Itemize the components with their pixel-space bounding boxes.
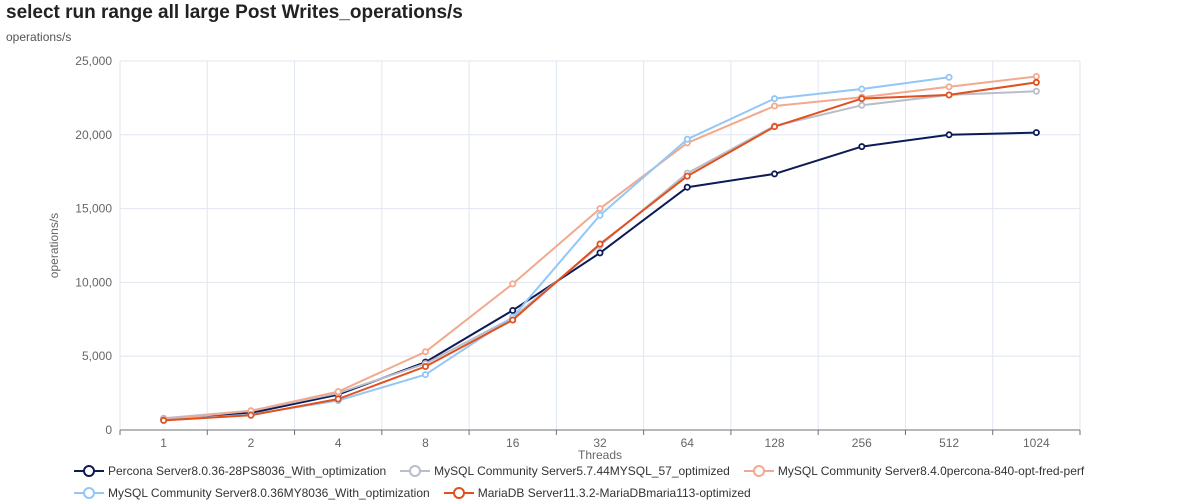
- y-tick-label: 0: [105, 423, 112, 437]
- data-point[interactable]: [858, 85, 866, 93]
- x-tick-label: 128: [765, 436, 785, 450]
- data-point[interactable]: [596, 249, 604, 257]
- legend-item[interactable]: MySQL Community Server5.7.44MYSQL_57_opt…: [400, 460, 730, 482]
- legend-line-icon: [74, 465, 104, 477]
- y-tick-label: 20,000: [75, 128, 112, 142]
- line-chart: 0 5,000 10,000 15,000 20,000 25,000 1 2 4 8 16 32 64…: [47, 54, 1081, 460]
- x-axis-label: Threads: [578, 448, 622, 460]
- x-tick-label: 16: [506, 436, 520, 450]
- legend-line-icon: [743, 465, 774, 477]
- legend-line-icon: [74, 487, 104, 499]
- data-point[interactable]: [858, 101, 866, 109]
- x-tick-label: 4: [335, 436, 342, 450]
- x-tick-label: 64: [681, 436, 695, 450]
- data-point[interactable]: [1032, 78, 1040, 86]
- x-tick-label: 8: [422, 436, 429, 450]
- data-point[interactable]: [945, 73, 953, 81]
- data-point[interactable]: [771, 170, 779, 178]
- y-tick-label: 15,000: [75, 202, 112, 216]
- legend-item[interactable]: MySQL Community Server8.0.36MY8036_With_…: [74, 482, 430, 504]
- legend-item[interactable]: Percona Server8.0.36-28PS8036_With_optim…: [74, 460, 386, 482]
- data-point[interactable]: [421, 363, 429, 371]
- data-point[interactable]: [509, 306, 517, 314]
- x-tick-label: 1: [160, 436, 167, 450]
- data-point[interactable]: [596, 211, 604, 219]
- data-point[interactable]: [421, 348, 429, 356]
- data-point[interactable]: [1032, 72, 1040, 80]
- data-point[interactable]: [334, 395, 342, 403]
- legend-line-icon: [400, 465, 431, 477]
- data-point[interactable]: [421, 371, 429, 379]
- y-axis-label: operations/s: [47, 213, 61, 278]
- data-point[interactable]: [509, 316, 517, 324]
- data-point[interactable]: [683, 172, 691, 180]
- data-point[interactable]: [771, 123, 779, 131]
- chart-title: select run range all large Post Writes_o…: [6, 2, 463, 23]
- legend-label: MySQL Community Server8.0.36MY8036_With_…: [108, 486, 430, 500]
- data-point[interactable]: [160, 416, 168, 424]
- legend-label: Percona Server8.0.36-28PS8036_With_optim…: [108, 464, 387, 478]
- data-point[interactable]: [858, 95, 866, 103]
- data-point[interactable]: [683, 135, 691, 143]
- x-tick-label: 1024: [1023, 436, 1050, 450]
- y-tick-label: 5,000: [82, 349, 112, 363]
- chart-subtitle: operations/s: [6, 30, 72, 44]
- legend-item[interactable]: MariaDB Server11.3.2-MariaDBmaria113-opt…: [443, 482, 751, 504]
- data-point[interactable]: [945, 91, 953, 99]
- data-point[interactable]: [247, 411, 255, 419]
- data-point[interactable]: [1032, 87, 1040, 95]
- data-point[interactable]: [596, 205, 604, 213]
- x-tick-label: 512: [939, 436, 959, 450]
- legend-item[interactable]: MySQL Community Server8.4.0percona-840-o…: [743, 460, 1085, 482]
- y-tick-label: 25,000: [75, 54, 112, 68]
- data-point[interactable]: [858, 143, 866, 151]
- data-point[interactable]: [945, 131, 953, 139]
- x-tick-label: 2: [248, 436, 255, 450]
- x-tick-label: 32: [593, 436, 607, 450]
- data-point[interactable]: [334, 388, 342, 396]
- data-point[interactable]: [596, 240, 604, 248]
- data-point[interactable]: [683, 183, 691, 191]
- x-tick-label: 256: [852, 436, 872, 450]
- data-point[interactable]: [1032, 129, 1040, 137]
- data-point[interactable]: [771, 95, 779, 103]
- y-tick-label: 10,000: [75, 275, 112, 289]
- legend-label: MariaDB Server11.3.2-MariaDBmaria113-opt…: [477, 486, 751, 500]
- data-point[interactable]: [509, 280, 517, 288]
- legend-label: MySQL Community Server8.4.0percona-840-o…: [777, 464, 1085, 478]
- legend-label: MySQL Community Server5.7.44MYSQL_57_opt…: [434, 464, 730, 478]
- data-point[interactable]: [945, 83, 953, 91]
- legend-line-icon: [443, 487, 474, 499]
- chart-legend: Percona Server8.0.36-28PS8036_With_optim…: [74, 460, 1194, 504]
- data-point[interactable]: [771, 102, 779, 110]
